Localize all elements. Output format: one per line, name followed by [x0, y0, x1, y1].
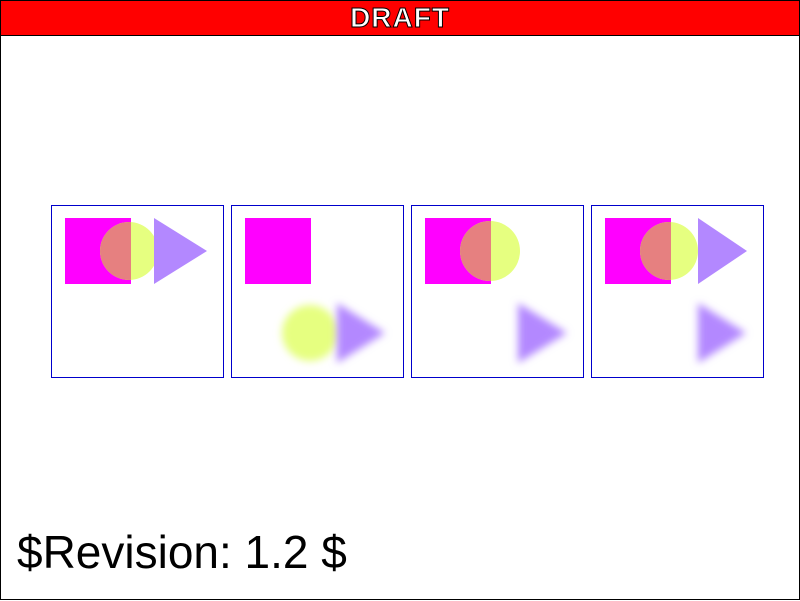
panel-3-border	[411, 205, 584, 378]
panel-3-overlap	[460, 221, 491, 281]
panel-4-border	[591, 205, 764, 378]
panel-4-overlap	[640, 222, 671, 280]
panel-1-triangle	[154, 218, 207, 284]
panel-3-triangle	[518, 303, 567, 363]
panel-2-square	[245, 218, 311, 284]
panel-1	[51, 205, 224, 378]
panel-2-triangle	[337, 303, 385, 363]
panel-2	[231, 205, 404, 378]
panel-4-triangle	[698, 218, 747, 284]
panel-1-overlap	[100, 222, 131, 280]
panel-4-triangle-blurred	[698, 303, 746, 363]
revision-label: $Revision: 1.2 $	[17, 526, 347, 578]
panel-4	[591, 205, 764, 378]
draft-banner: DRAFT	[1, 1, 799, 36]
panel-1-border	[51, 205, 224, 378]
panel-2-border	[231, 205, 404, 378]
panel-2-circle	[282, 305, 338, 361]
panel-3	[411, 205, 584, 378]
draft-banner-text: DRAFT	[350, 2, 450, 34]
